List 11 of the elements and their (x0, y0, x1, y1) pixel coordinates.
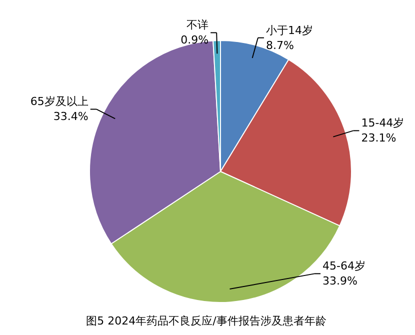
slice-label: 45-64岁 (322, 260, 366, 273)
text: 图5 2024年药品不良反应/事件报告涉及患者年龄 (86, 314, 326, 328)
data-label: 8.7% (266, 38, 294, 52)
slice-label: 65岁及以上 (30, 95, 88, 108)
data-label: 23.1% (361, 132, 396, 145)
slice-label: 15-44岁 (361, 116, 404, 130)
slice-label: 小于14岁 (266, 24, 313, 37)
data-label: 33.4% (53, 110, 88, 124)
slice-label: 不详 (186, 18, 209, 32)
data-label: 0.9% (180, 34, 209, 47)
data-label: 33.9% (322, 274, 358, 288)
